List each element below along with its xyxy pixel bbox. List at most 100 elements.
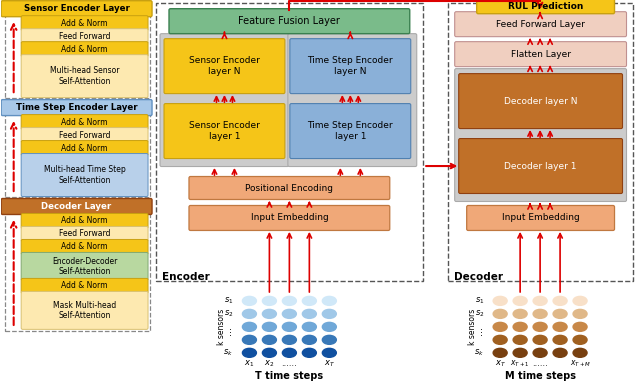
FancyBboxPatch shape xyxy=(288,33,417,167)
Ellipse shape xyxy=(553,322,567,331)
Bar xyxy=(4,114,150,197)
FancyBboxPatch shape xyxy=(21,141,148,156)
Text: ......: ...... xyxy=(532,359,548,368)
Ellipse shape xyxy=(493,310,507,318)
FancyBboxPatch shape xyxy=(290,104,411,159)
Ellipse shape xyxy=(262,348,276,357)
Text: M time steps: M time steps xyxy=(504,371,575,381)
Ellipse shape xyxy=(553,296,567,305)
Ellipse shape xyxy=(533,296,547,305)
Text: Time Step Encoder
layer N: Time Step Encoder layer N xyxy=(307,57,393,76)
Text: $x_T$: $x_T$ xyxy=(324,358,335,369)
Text: Input Embedding: Input Embedding xyxy=(502,213,579,223)
Text: Multi-head Time Step
Self-Attention: Multi-head Time Step Self-Attention xyxy=(44,165,125,185)
Text: Feed Forward Layer: Feed Forward Layer xyxy=(496,20,585,28)
Ellipse shape xyxy=(493,322,507,331)
Text: Time Step Encoder Layer: Time Step Encoder Layer xyxy=(16,103,138,112)
Ellipse shape xyxy=(493,348,507,357)
Bar xyxy=(448,3,633,281)
Text: Feed Forward: Feed Forward xyxy=(59,32,110,41)
Ellipse shape xyxy=(262,296,276,305)
Text: $x_T$: $x_T$ xyxy=(495,358,506,369)
Ellipse shape xyxy=(513,310,527,318)
Text: Time Step Encoder
layer 1: Time Step Encoder layer 1 xyxy=(307,121,393,141)
Bar xyxy=(4,213,150,331)
Ellipse shape xyxy=(282,335,296,344)
Text: Add & Norm: Add & Norm xyxy=(61,243,108,251)
Text: Sensor Encoder Layer: Sensor Encoder Layer xyxy=(24,4,129,13)
Text: $s_1$: $s_1$ xyxy=(475,296,484,306)
Text: ...: ... xyxy=(474,326,484,335)
Ellipse shape xyxy=(573,322,587,331)
Ellipse shape xyxy=(533,322,547,331)
Text: Add & Norm: Add & Norm xyxy=(61,117,108,127)
Text: $x_{T+M}$: $x_{T+M}$ xyxy=(570,358,591,369)
Ellipse shape xyxy=(262,322,276,331)
Text: Add & Norm: Add & Norm xyxy=(61,216,108,226)
FancyBboxPatch shape xyxy=(454,42,627,67)
Text: Positional Encoding: Positional Encoding xyxy=(245,184,333,192)
Ellipse shape xyxy=(243,296,257,305)
FancyBboxPatch shape xyxy=(467,206,614,231)
Text: Add & Norm: Add & Norm xyxy=(61,281,108,290)
Text: k sensors: k sensors xyxy=(217,309,226,345)
Text: Encoder-Decoder
Self-Attention: Encoder-Decoder Self-Attention xyxy=(52,257,117,276)
FancyBboxPatch shape xyxy=(21,127,148,142)
Text: Decoder Layer: Decoder Layer xyxy=(42,202,112,211)
Ellipse shape xyxy=(302,310,316,318)
Ellipse shape xyxy=(573,348,587,357)
FancyBboxPatch shape xyxy=(21,154,148,196)
FancyBboxPatch shape xyxy=(189,176,390,199)
Ellipse shape xyxy=(323,335,337,344)
Ellipse shape xyxy=(573,296,587,305)
Ellipse shape xyxy=(243,348,257,357)
Text: $s_2$: $s_2$ xyxy=(224,309,234,319)
FancyBboxPatch shape xyxy=(160,33,289,167)
Text: Feature Fusion Layer: Feature Fusion Layer xyxy=(239,16,340,26)
FancyBboxPatch shape xyxy=(21,291,148,329)
FancyBboxPatch shape xyxy=(21,213,148,228)
Text: Add & Norm: Add & Norm xyxy=(61,144,108,152)
Ellipse shape xyxy=(262,335,276,344)
Ellipse shape xyxy=(493,335,507,344)
FancyBboxPatch shape xyxy=(1,100,152,116)
Ellipse shape xyxy=(323,348,337,357)
FancyBboxPatch shape xyxy=(477,0,614,14)
FancyBboxPatch shape xyxy=(21,55,148,98)
Ellipse shape xyxy=(533,348,547,357)
Text: Sensor Encoder
layer N: Sensor Encoder layer N xyxy=(189,57,260,76)
FancyBboxPatch shape xyxy=(189,206,390,231)
Ellipse shape xyxy=(323,296,337,305)
Ellipse shape xyxy=(302,322,316,331)
Text: $x_1$: $x_1$ xyxy=(244,358,255,369)
FancyBboxPatch shape xyxy=(21,115,148,130)
Text: Sensor Encoder
layer 1: Sensor Encoder layer 1 xyxy=(189,121,260,141)
Ellipse shape xyxy=(243,335,257,344)
Text: Multi-head Sensor
Self-Attention: Multi-head Sensor Self-Attention xyxy=(50,67,119,86)
FancyBboxPatch shape xyxy=(21,16,148,31)
Text: Mask Multi-head
Self-Attention: Mask Multi-head Self-Attention xyxy=(53,301,116,320)
Text: ...: ... xyxy=(223,326,234,335)
Ellipse shape xyxy=(553,348,567,357)
Ellipse shape xyxy=(282,296,296,305)
Text: $s_k$: $s_k$ xyxy=(474,348,484,358)
Text: Flatten Layer: Flatten Layer xyxy=(511,50,571,59)
Ellipse shape xyxy=(513,348,527,357)
FancyBboxPatch shape xyxy=(459,74,623,129)
FancyBboxPatch shape xyxy=(21,42,148,57)
FancyBboxPatch shape xyxy=(164,104,285,159)
FancyBboxPatch shape xyxy=(454,12,627,37)
Ellipse shape xyxy=(513,335,527,344)
FancyBboxPatch shape xyxy=(21,239,148,254)
Text: Add & Norm: Add & Norm xyxy=(61,19,108,28)
Text: Decoder layer 1: Decoder layer 1 xyxy=(504,162,577,171)
Text: T time steps: T time steps xyxy=(255,371,323,381)
Text: k sensors: k sensors xyxy=(468,309,477,345)
Ellipse shape xyxy=(493,296,507,305)
Ellipse shape xyxy=(282,348,296,357)
Text: $x_2$: $x_2$ xyxy=(264,358,275,369)
Text: Input Embedding: Input Embedding xyxy=(250,213,328,223)
Ellipse shape xyxy=(282,310,296,318)
Bar xyxy=(156,3,423,281)
Text: ......: ...... xyxy=(282,359,297,368)
